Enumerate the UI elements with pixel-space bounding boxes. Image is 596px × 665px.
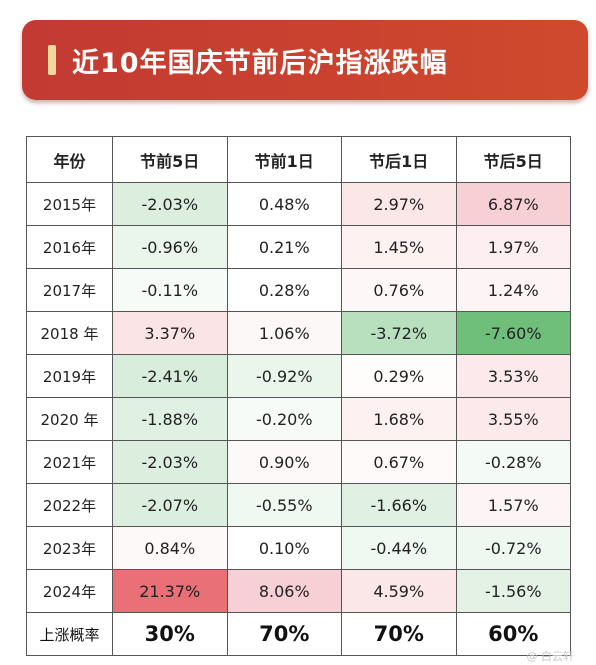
- value-cell: 0.84%: [112, 526, 228, 570]
- rise-probability-label: 上涨概率: [26, 612, 113, 656]
- page-title: 近10年国庆节前后沪指涨跌幅: [72, 47, 448, 79]
- table-row: 2023年 0.84% 0.10% -0.44% -0.72%: [26, 526, 571, 570]
- year-cell: 2021年: [26, 440, 113, 484]
- value-cell: -2.03%: [112, 440, 228, 484]
- year-cell: 2016年: [26, 225, 113, 269]
- value-cell: 8.06%: [226, 569, 342, 613]
- data-table: 年份 节前5日 节前1日 节后1日 节后5日 2015年 -2.03% 0.48% 2…: [26, 136, 571, 656]
- value-cell: -2.41%: [112, 354, 228, 398]
- value-cell: -1.56%: [455, 569, 571, 613]
- value-cell: 1.45%: [341, 225, 457, 269]
- table-row: 2017年 -0.11% 0.28% 0.76% 1.24%: [26, 268, 571, 312]
- value-cell: -0.28%: [455, 440, 571, 484]
- year-cell: 2018 年: [26, 311, 113, 355]
- value-cell: -2.07%: [112, 483, 228, 527]
- value-cell: -0.44%: [341, 526, 457, 570]
- table-row: 2020 年 -1.88% -0.20% 1.68% 3.55%: [26, 397, 571, 441]
- header-year: 年份: [26, 136, 113, 183]
- watermark: @ 白云轩: [526, 650, 575, 663]
- year-cell: 2019年: [26, 354, 113, 398]
- value-cell: 4.59%: [341, 569, 457, 613]
- value-cell: -1.66%: [341, 483, 457, 527]
- value-cell: 1.68%: [341, 397, 457, 441]
- year-cell: 2022年: [26, 483, 113, 527]
- header-post-5d: 节后5日: [455, 136, 571, 183]
- value-cell: 1.24%: [455, 268, 571, 312]
- year-cell: 2020 年: [26, 397, 113, 441]
- value-cell: 0.10%: [226, 526, 342, 570]
- value-cell: 21.37%: [112, 569, 228, 613]
- value-cell: 0.21%: [226, 225, 342, 269]
- table-row: 2019年 -2.41% -0.92% 0.29% 3.53%: [26, 354, 571, 398]
- value-cell: -0.96%: [112, 225, 228, 269]
- rise-probability-post-1d: 70%: [341, 612, 457, 656]
- year-cell: 2017年: [26, 268, 113, 312]
- title-accent-bar: [48, 45, 56, 75]
- header-pre-1d: 节前1日: [226, 136, 342, 183]
- value-cell: -1.88%: [112, 397, 228, 441]
- value-cell: -0.11%: [112, 268, 228, 312]
- value-cell: 0.48%: [226, 182, 342, 226]
- table-row: 2018 年 3.37% 1.06% -3.72% -7.60%: [26, 311, 571, 355]
- value-cell: 1.57%: [455, 483, 571, 527]
- value-cell: 3.37%: [112, 311, 228, 355]
- year-cell: 2024年: [26, 569, 113, 613]
- rise-probability-pre-5d: 30%: [112, 612, 228, 656]
- year-cell: 2023年: [26, 526, 113, 570]
- header-post-1d: 节后1日: [341, 136, 457, 183]
- value-cell: -0.72%: [455, 526, 571, 570]
- table-row: 2021年 -2.03% 0.90% 0.67% -0.28%: [26, 440, 571, 484]
- title-banner: 近10年国庆节前后沪指涨跌幅: [22, 20, 588, 100]
- value-cell: -0.20%: [226, 397, 342, 441]
- value-cell: 0.90%: [226, 440, 342, 484]
- value-cell: 2.97%: [341, 182, 457, 226]
- value-cell: -0.55%: [226, 483, 342, 527]
- table-row: 2015年 -2.03% 0.48% 2.97% 6.87%: [26, 182, 571, 226]
- value-cell: 1.97%: [455, 225, 571, 269]
- table-row: 2016年 -0.96% 0.21% 1.45% 1.97%: [26, 225, 571, 269]
- value-cell: -3.72%: [341, 311, 457, 355]
- value-cell: 1.06%: [226, 311, 342, 355]
- value-cell: 0.76%: [341, 268, 457, 312]
- value-cell: 6.87%: [455, 182, 571, 226]
- year-cell: 2015年: [26, 182, 113, 226]
- rise-probability-post-5d: 60%: [455, 612, 571, 656]
- rise-probability-pre-1d: 70%: [226, 612, 342, 656]
- value-cell: 0.29%: [341, 354, 457, 398]
- value-cell: 3.55%: [455, 397, 571, 441]
- table-row: 2022年 -2.07% -0.55% -1.66% 1.57%: [26, 483, 571, 527]
- value-cell: -7.60%: [455, 311, 571, 355]
- value-cell: 3.53%: [455, 354, 571, 398]
- header-row: 年份 节前5日 节前1日 节后1日 节后5日: [26, 136, 571, 183]
- value-cell: -2.03%: [112, 182, 228, 226]
- header-pre-5d: 节前5日: [112, 136, 228, 183]
- value-cell: -0.92%: [226, 354, 342, 398]
- table-row: 2024年 21.37% 8.06% 4.59% -1.56%: [26, 569, 571, 613]
- value-cell: 0.28%: [226, 268, 342, 312]
- rise-probability-row: 上涨概率 30% 70% 70% 60%: [26, 612, 571, 656]
- value-cell: 0.67%: [341, 440, 457, 484]
